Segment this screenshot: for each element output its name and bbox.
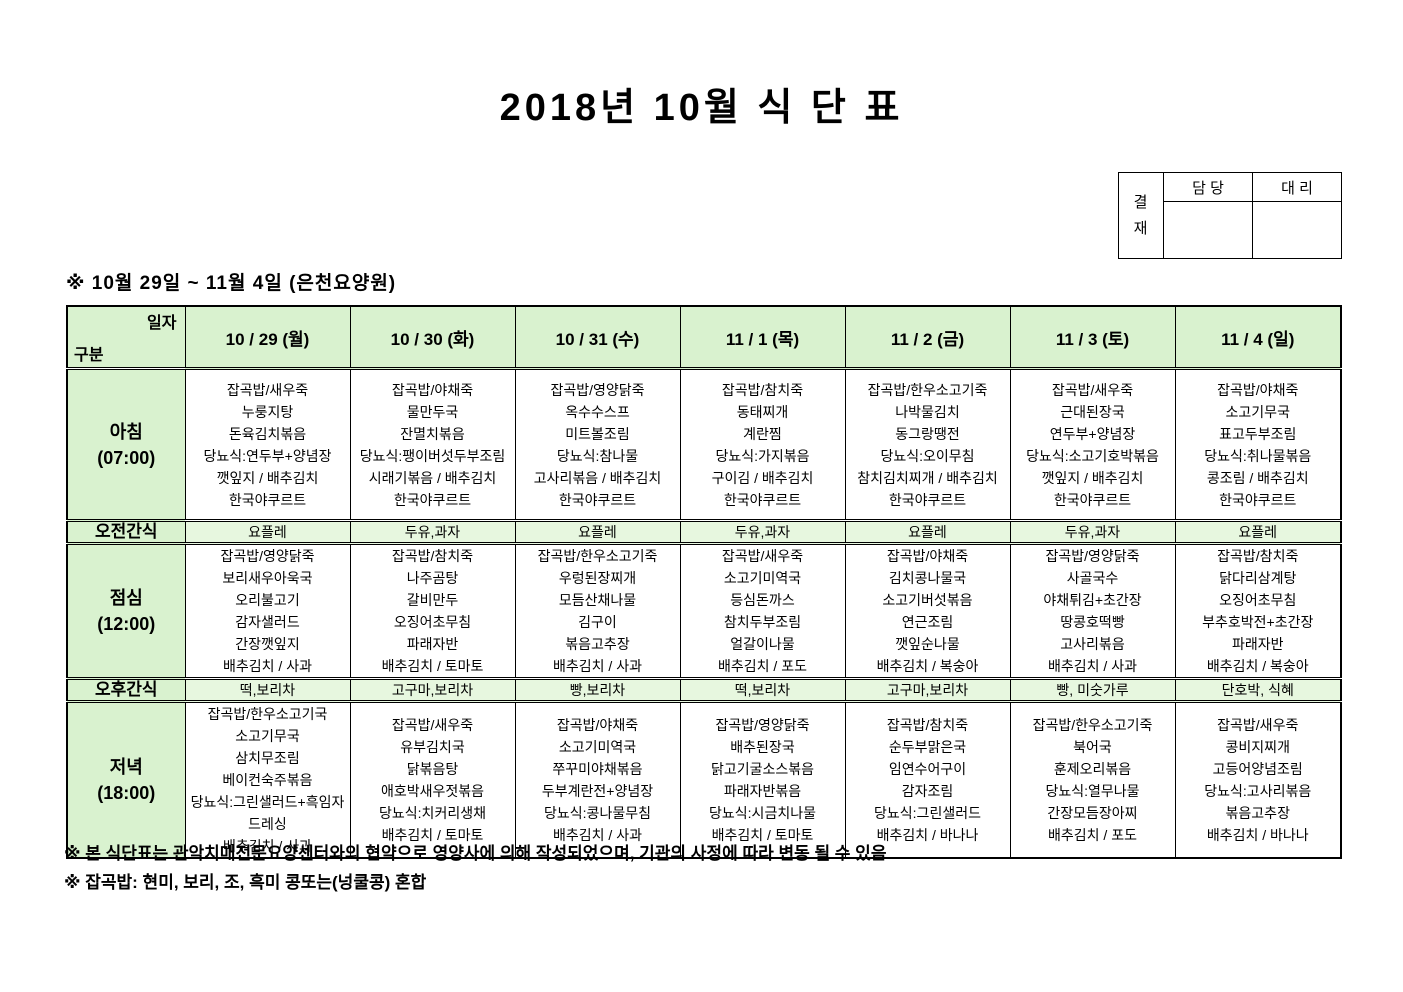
meal-cell: 잡곡밥/영양닭죽 배추된장국 닭고기굴소스볶음 파래자반볶음 당뇨식:시금치나물… — [679, 701, 846, 859]
day-header: 11 / 4 (일) — [1174, 305, 1342, 370]
snack-cell: 단호박, 식혜 — [1174, 677, 1342, 703]
footnotes: ※ 본 식단표는 관악치매전문요양센터와의 협약으로 영양사에 의해 작성되었으… — [64, 839, 886, 897]
snack-cell: 빵,보리차 — [514, 677, 681, 703]
snack-cell: 떡,보리차 — [184, 677, 351, 703]
snack-cell: 떡,보리차 — [679, 677, 846, 703]
snack-cell: 요플레 — [184, 519, 351, 545]
row-label-dinner: 저녁 (18:00) — [66, 701, 186, 859]
approval-deputy-signature-cell — [1252, 201, 1342, 259]
snack-cell: 두유,과자 — [679, 519, 846, 545]
meal-cell: 잡곡밥/새우죽 콩비지찌개 고등어양념조림 당뇨식:고사리볶음 볶음고추장 배추… — [1174, 701, 1342, 859]
approval-stamp-label: 결 재 — [1118, 172, 1164, 259]
meal-cell: 잡곡밥/야채죽 물만두국 잔멸치볶음 당뇨식:팽이버섯두부조림 시래기볶음 / … — [349, 368, 516, 521]
row-label-pm-snack: 오후간식 — [66, 677, 186, 703]
meal-cell: 잡곡밥/한우소고기죽 우렁된장찌개 모듬산채나물 김구이 볶음고추장 배추김치 … — [514, 543, 681, 679]
page-title: 2018년 10월 식 단 표 — [499, 87, 904, 129]
day-header: 10 / 31 (수) — [514, 305, 681, 370]
snack-cell: 요플레 — [844, 519, 1011, 545]
meal-cell: 잡곡밥/새우죽 유부김치국 닭볶음탕 애호박새우젓볶음 당뇨식:치커리생채 배추… — [349, 701, 516, 859]
meal-cell: 잡곡밥/영양닭죽 사골국수 야채튀김+초간장 땅콩호떡빵 고사리볶음 배추김치 … — [1009, 543, 1176, 679]
meal-cell: 잡곡밥/참치죽 동태찌개 계란찜 당뇨식:가지볶음 구이김 / 배추김치 한국야… — [679, 368, 846, 521]
approval-box: 결 재 담 당 대 리 — [1118, 172, 1342, 259]
day-header: 11 / 1 (목) — [679, 305, 846, 370]
row-label-am-snack: 오전간식 — [66, 519, 186, 545]
meal-cell: 잡곡밥/새우죽 소고기미역국 등심돈까스 참치두부조림 얼갈이나물 배추김치 /… — [679, 543, 846, 679]
afternoon-snack-row: 오후간식 떡,보리차 고구마,보리차 빵,보리차 떡,보리차 고구마,보리차 빵… — [66, 677, 1342, 703]
breakfast-row: 아침 (07:00) 잡곡밥/새우죽 누룽지탕 돈육김치볶음 당뇨식:연두부+양… — [66, 368, 1342, 521]
approval-manager-label: 담 당 — [1163, 172, 1253, 202]
table-header-row: 일자 구분 10 / 29 (월) 10 / 30 (화) 10 / 31 (수… — [66, 305, 1342, 370]
meal-cell: 잡곡밥/한우소고기죽 나박물김치 동그랑땡전 당뇨식:오이무침 참치김치찌개 /… — [844, 368, 1011, 521]
day-header: 11 / 3 (토) — [1009, 305, 1176, 370]
week-range-subtitle: ※ 10월 29일 ~ 11월 4일 (은천요양원) — [66, 273, 397, 294]
lunch-row: 점심 (12:00) 잡곡밥/영양닭죽 보리새우아욱국 오리불고기 감자샐러드 … — [66, 543, 1342, 679]
dinner-row: 저녁 (18:00) 잡곡밥/한우소고기국 소고기무국 삼치무조림 베이컨숙주볶… — [66, 701, 1342, 859]
snack-cell: 고구마,보리차 — [844, 677, 1011, 703]
meal-cell: 잡곡밥/새우죽 누룽지탕 돈육김치볶음 당뇨식:연두부+양념장 깻잎지 / 배추… — [184, 368, 351, 521]
day-header: 10 / 29 (월) — [184, 305, 351, 370]
meal-cell: 잡곡밥/한우소고기죽 북어국 훈제오리볶음 당뇨식:열무나물 간장모듬장아찌 배… — [1009, 701, 1176, 859]
meal-cell: 잡곡밥/참치죽 닭다리삼계탕 오징어초무침 부추호박전+초간장 파래자반 배추김… — [1174, 543, 1342, 679]
meal-cell: 잡곡밥/참치죽 순두부맑은국 임연수어구이 감자조림 당뇨식:그린샐러드 배추김… — [844, 701, 1011, 859]
corner-category-label: 구분 — [74, 347, 104, 364]
footnote-line: ※ 본 식단표는 관악치매전문요양센터와의 협약으로 영양사에 의해 작성되었으… — [64, 844, 887, 863]
approval-deputy-label: 대 리 — [1252, 172, 1342, 202]
approval-manager-signature-cell — [1163, 201, 1253, 259]
corner-cell: 일자 구분 — [66, 305, 186, 370]
meal-cell: 잡곡밥/새우죽 근대된장국 연두부+양념장 당뇨식:소고기호박볶음 깻잎지 / … — [1009, 368, 1176, 521]
snack-cell: 두유,과자 — [1009, 519, 1176, 545]
day-header: 11 / 2 (금) — [844, 305, 1011, 370]
row-label-breakfast: 아침 (07:00) — [66, 368, 186, 521]
meal-cell: 잡곡밥/한우소고기국 소고기무국 삼치무조림 베이컨숙주볶음 당뇨식:그린샐러드… — [184, 701, 351, 859]
row-label-lunch: 점심 (12:00) — [66, 543, 186, 679]
meal-cell: 잡곡밥/야채죽 소고기미역국 쭈꾸미야채볶음 두부계란전+양념장 당뇨식:콩나물… — [514, 701, 681, 859]
meal-cell: 잡곡밥/영양닭죽 보리새우아욱국 오리불고기 감자샐러드 간장깻잎지 배추김치 … — [184, 543, 351, 679]
snack-cell: 빵, 미숫가루 — [1009, 677, 1176, 703]
meal-cell: 잡곡밥/영양닭죽 옥수수스프 미트볼조림 당뇨식:참나물 고사리볶음 / 배추김… — [514, 368, 681, 521]
snack-cell: 두유,과자 — [349, 519, 516, 545]
footnote-line: ※ 잡곡밥: 현미, 보리, 조, 흑미 콩또는(넝쿨콩) 혼합 — [64, 873, 427, 892]
morning-snack-row: 오전간식 요플레 두유,과자 요플레 두유,과자 요플레 두유,과자 요플레 — [66, 519, 1342, 545]
snack-cell: 요플레 — [514, 519, 681, 545]
meal-plan-table: 일자 구분 10 / 29 (월) 10 / 30 (화) 10 / 31 (수… — [66, 305, 1342, 859]
snack-cell: 요플레 — [1174, 519, 1342, 545]
meal-cell: 잡곡밥/야채죽 김치콩나물국 소고기버섯볶음 연근조림 깻잎순나물 배추김치 /… — [844, 543, 1011, 679]
meal-cell: 잡곡밥/참치죽 나주곰탕 갈비만두 오징어초무침 파래자반 배추김치 / 토마토 — [349, 543, 516, 679]
day-header: 10 / 30 (화) — [349, 305, 516, 370]
corner-date-label: 일자 — [147, 315, 177, 332]
snack-cell: 고구마,보리차 — [349, 677, 516, 703]
meal-cell: 잡곡밥/야채죽 소고기무국 표고두부조림 당뇨식:취나물볶음 콩조림 / 배추김… — [1174, 368, 1342, 521]
